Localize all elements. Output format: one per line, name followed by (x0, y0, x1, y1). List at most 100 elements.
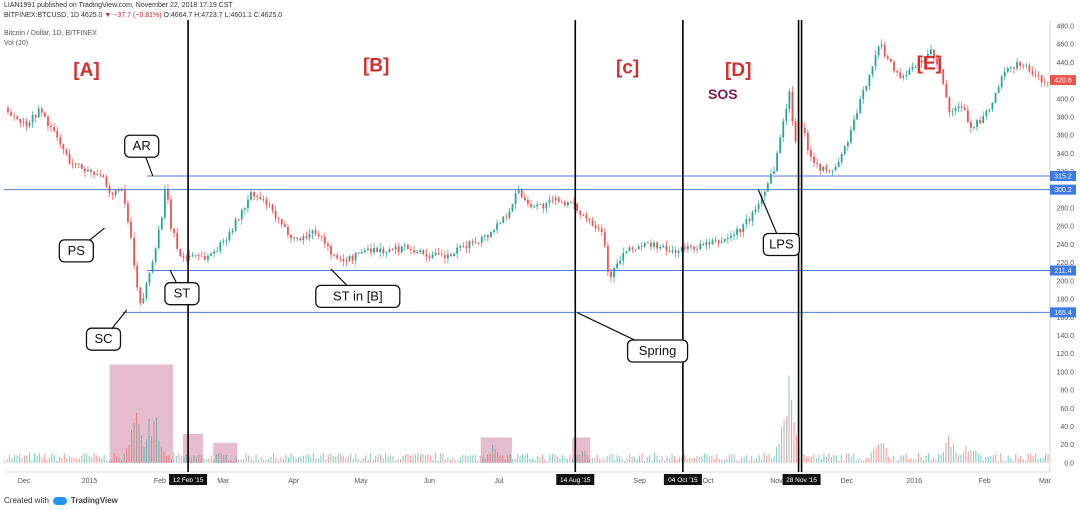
last-price: 4625.0 (81, 12, 103, 19)
candle-body (185, 257, 188, 259)
volume-bar (918, 453, 920, 463)
candle-body (920, 60, 923, 63)
volume-bar (793, 421, 795, 463)
candle-body (80, 164, 83, 169)
volume-bar (225, 455, 227, 463)
candle-body (265, 199, 268, 205)
volume-bar (522, 453, 524, 463)
candle-body (803, 127, 806, 133)
candle-body (982, 115, 985, 124)
candle-body (548, 199, 551, 203)
candle-body (277, 218, 280, 220)
volume-bar (965, 445, 967, 463)
date-tag (556, 474, 595, 485)
symbol-text: BITFINEX:BTCUSD, 1D (4, 12, 80, 19)
volume-bar (312, 453, 314, 463)
candle-body (62, 144, 65, 150)
publisher-text: LIAN1991 published on TradingView.com, N… (4, 2, 233, 9)
candle-body (723, 238, 726, 242)
candle-body (65, 149, 68, 154)
candle-body (453, 253, 455, 257)
candle-body (145, 283, 148, 298)
candle-body (197, 254, 200, 256)
volume-bar (454, 460, 456, 463)
volume-bar (464, 455, 466, 463)
candle-body (763, 191, 766, 196)
volume-bar (855, 460, 857, 463)
candle-body (311, 230, 314, 235)
volume-bar (746, 455, 748, 463)
volume-bar (848, 453, 850, 463)
volume-bar (696, 455, 698, 463)
candle-body (37, 108, 40, 118)
candle-body (720, 241, 723, 243)
candle-body (77, 163, 80, 165)
candle-body (443, 255, 446, 259)
candle-body (1025, 65, 1028, 67)
volume-bar (995, 454, 997, 463)
footer: Created with TradingView (4, 496, 118, 505)
volume-bar (233, 460, 235, 463)
volume-highlight (480, 437, 512, 463)
volume-bar (1032, 456, 1034, 463)
candle-body (133, 237, 136, 266)
candle-body (600, 229, 603, 233)
volume-bar (116, 455, 118, 463)
volume-bar (253, 460, 255, 463)
candle-body (539, 203, 542, 205)
candle-body (650, 242, 652, 247)
volume-bar (1045, 454, 1047, 463)
x-tick-label: Mar (217, 478, 230, 485)
volume-bar (140, 435, 143, 463)
volume-bar (840, 454, 842, 463)
volume-bar (360, 461, 362, 463)
volume-bar (365, 455, 367, 463)
volume-bar (706, 454, 708, 463)
candle-body (948, 97, 951, 113)
volume-bar (726, 458, 728, 463)
volume-bar (322, 453, 324, 463)
y-tick-label: 140.0 (1056, 333, 1074, 340)
volume-bar (616, 455, 618, 463)
volume-bar (96, 455, 98, 463)
candle-body (1016, 62, 1018, 69)
volume-bar (392, 456, 394, 463)
volume-bar (554, 454, 556, 463)
volume-bar (183, 457, 185, 463)
candle-body (462, 246, 465, 247)
volume-bar (387, 456, 389, 463)
candle-body (773, 171, 775, 174)
candle-body (714, 240, 717, 241)
candle-body (416, 252, 419, 254)
volume-bar (342, 455, 344, 463)
candle-body (490, 231, 492, 238)
volume-bar (437, 460, 439, 463)
volume-bar (885, 448, 887, 463)
volume-bar (599, 458, 601, 463)
y-tick-label: 20.0 (1060, 442, 1074, 449)
candle-body (730, 235, 732, 238)
volume-bar (160, 447, 162, 463)
volume-bar (462, 455, 464, 463)
date-tag-label: 14 Aug '15 (560, 477, 591, 484)
volume-bar (472, 455, 474, 463)
candle-body (656, 242, 659, 249)
y-tick-label: 180.0 (1056, 297, 1074, 304)
volume-bar (482, 456, 484, 463)
volume-bar (584, 450, 586, 463)
candle-body (902, 75, 905, 78)
candle-body (634, 249, 637, 251)
candle-body (1003, 71, 1006, 77)
volume-bar (581, 451, 583, 463)
candle-body (785, 108, 788, 122)
volume-bar (1020, 455, 1022, 463)
volume-bar (658, 459, 661, 463)
candle-body (496, 223, 499, 231)
volume-bar (713, 458, 715, 463)
volume-highlight (572, 437, 591, 463)
candle-body (342, 259, 345, 262)
volume-bar (975, 450, 977, 463)
volume-label: Vol (20) (4, 40, 28, 47)
candle-body (1022, 65, 1025, 67)
